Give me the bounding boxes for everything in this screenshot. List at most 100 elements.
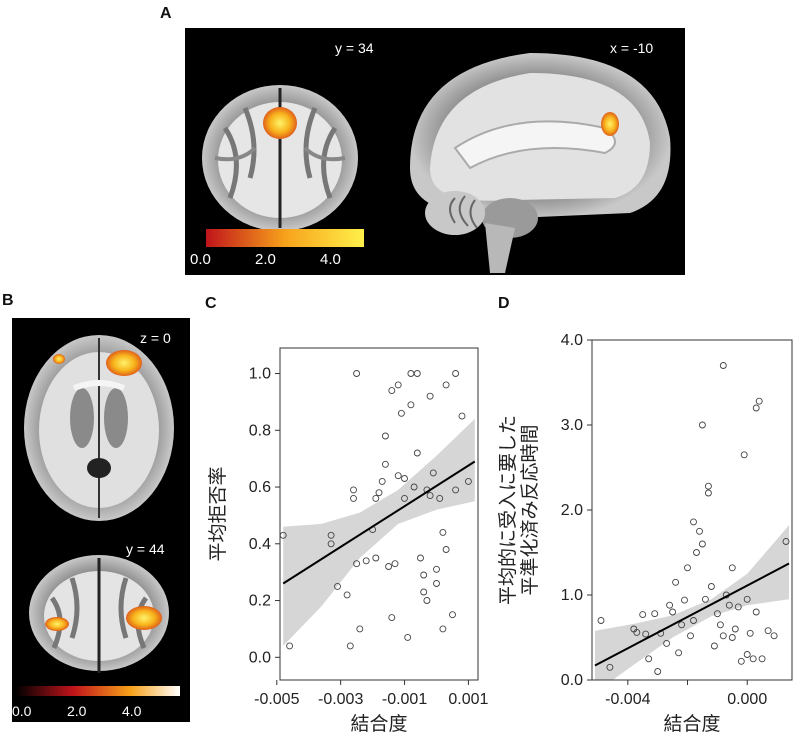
data-point [385, 563, 393, 570]
data-point [728, 634, 736, 641]
y-tick-label: 0.2 [249, 593, 271, 610]
data-point [651, 610, 659, 618]
data-point [356, 625, 364, 633]
data-point [394, 381, 402, 389]
panel-letter-d: D [498, 295, 510, 312]
data-point [452, 486, 460, 494]
data-point [716, 621, 724, 629]
data-point [464, 477, 472, 485]
x-tick-label: -0.003 [318, 691, 363, 708]
data-point [372, 494, 380, 502]
axial-slice-b [24, 335, 174, 521]
data-point [410, 483, 418, 491]
data-point [391, 560, 399, 568]
coronal-slice-a [202, 85, 358, 231]
data-point [286, 642, 294, 650]
data-point [426, 492, 434, 500]
data-point [713, 610, 721, 618]
y-tick-label: 2.0 [561, 502, 583, 519]
data-point [737, 657, 745, 665]
panel-letter-a: A [160, 5, 172, 22]
data-point [407, 370, 415, 377]
data-point [645, 655, 653, 663]
data-point [397, 409, 405, 417]
x-tick-label: -0.004 [605, 691, 650, 708]
colorbar-a-tick-2: 4.0 [320, 251, 341, 268]
data-point [755, 397, 763, 405]
data-point [353, 370, 361, 377]
confidence-band [595, 525, 789, 680]
data-point [764, 627, 772, 635]
data-point [719, 362, 727, 369]
colorbar-b-tick-2: 4.0 [122, 703, 142, 719]
panel-letter-b: B [2, 292, 14, 309]
x-tick-label: -0.005 [254, 691, 299, 708]
data-point [606, 663, 614, 671]
data-point [401, 494, 408, 502]
sagittal-coordinate-label: x = -10 [610, 40, 653, 56]
x-axis-label: 結合度 [350, 713, 407, 735]
data-point [343, 591, 351, 599]
data-point [678, 621, 686, 629]
data-point [687, 632, 694, 640]
regression-line [282, 460, 476, 585]
y-tick-label: 0.4 [249, 536, 271, 553]
coronal-b-coordinate-label: y = 44 [126, 541, 165, 557]
colorbar-b-tick-1: 2.0 [67, 703, 87, 719]
data-point [654, 668, 662, 675]
data-point [675, 649, 683, 657]
data-point [381, 460, 389, 468]
x-axis-label: 結合度 [663, 713, 720, 735]
data-point [381, 432, 389, 440]
y-axis-label: 平均的に受入に要した [497, 415, 519, 605]
data-point [372, 554, 380, 562]
data-point [436, 494, 444, 502]
data-point [707, 583, 715, 590]
x-tick-label: -0.001 [382, 691, 427, 708]
data-point [782, 538, 790, 545]
data-point [388, 614, 396, 622]
data-point [758, 655, 766, 663]
data-point [743, 651, 751, 658]
data-point [690, 617, 697, 624]
data-point [639, 611, 647, 619]
data-point [740, 451, 748, 459]
data-point [752, 404, 760, 412]
data-point [362, 557, 370, 565]
data-point [669, 608, 677, 616]
data-point [353, 560, 361, 568]
colorbar-b [16, 686, 180, 696]
data-point [597, 617, 605, 624]
data-point [663, 639, 671, 647]
panel-a-brain-images: y = 34 x = -10 0.0 2.0 4.0 [185, 28, 685, 275]
data-point [672, 578, 680, 586]
y-tick-label: 0.0 [561, 672, 583, 689]
colorbar-a [206, 229, 364, 247]
colorbar-a-tick-1: 2.0 [255, 251, 276, 268]
data-point [752, 608, 760, 616]
panel-a-svg: y = 34 x = -10 0.0 2.0 4.0 [190, 40, 671, 273]
data-point [710, 642, 718, 650]
scatter-chart-d: -0.004 0.000 0.0 1.0 2.0 3.0 4.0 結合度 平均的に受入に要した平… [497, 332, 793, 735]
activation-blob-sagittal [601, 112, 619, 136]
data-point [407, 401, 415, 409]
data-point [698, 540, 706, 548]
data-point [327, 540, 335, 548]
data-point [401, 475, 408, 482]
data-point [449, 611, 456, 619]
y-tick-label: 1.0 [561, 587, 583, 604]
activation-blob-axial-right [106, 350, 142, 376]
data-point [684, 564, 691, 572]
panel-letter-c: C [205, 295, 217, 312]
panel-b-brain-images: z = 0 y = 44 0.0 2.0 4.0 [12, 318, 190, 722]
data-point [666, 601, 674, 609]
data-point [642, 630, 650, 638]
data-point [681, 596, 688, 604]
plot-frame [279, 347, 479, 681]
data-point [420, 571, 428, 579]
data-point [458, 412, 466, 420]
activation-blob-coronal-left [45, 617, 69, 631]
data-point [378, 477, 386, 485]
data-point [746, 629, 754, 637]
data-point [388, 387, 396, 395]
